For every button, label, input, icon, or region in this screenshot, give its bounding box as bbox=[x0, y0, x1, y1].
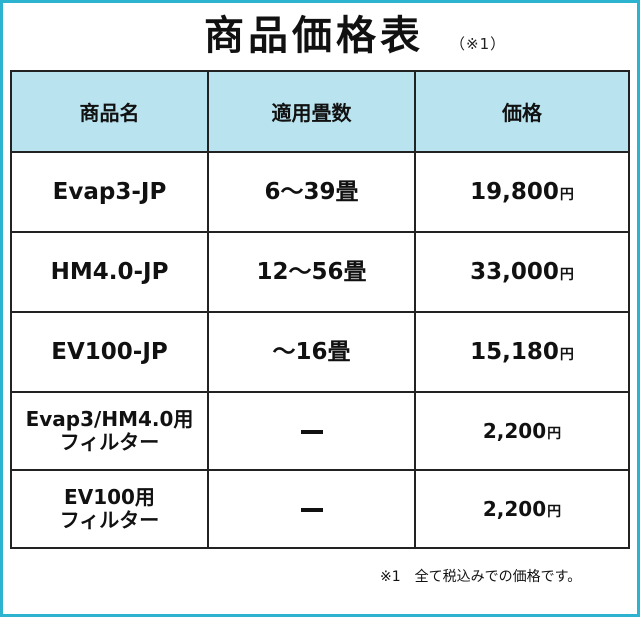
product-name: EV100-JP bbox=[10, 311, 209, 393]
table-header-row: 商品名 適用畳数 価格 bbox=[10, 70, 630, 153]
product-name-line: EV100用 bbox=[64, 485, 155, 509]
yen-unit: 円 bbox=[547, 425, 562, 442]
product-name-line: HM4.0-JP bbox=[50, 258, 169, 285]
not-applicable-dash bbox=[300, 430, 323, 434]
tatami-value bbox=[207, 469, 416, 549]
price-cell: 19,800円 bbox=[414, 151, 630, 233]
yen-unit: 円 bbox=[559, 186, 574, 203]
product-name-line: Evap3-JP bbox=[52, 178, 167, 205]
product-name-line: EV100-JP bbox=[51, 338, 168, 365]
price-table: 商品名 適用畳数 価格 Evap3-JP 6〜39畳 19,800円 HM4.0… bbox=[10, 70, 630, 549]
product-name: Evap3/HM4.0用 フィルター bbox=[10, 391, 209, 471]
footnote: ※1 全て税込みでの価格です。 bbox=[380, 569, 582, 585]
price-value: 2,200 bbox=[482, 496, 547, 521]
price-cell: 2,200円 bbox=[414, 469, 630, 549]
yen-unit: 円 bbox=[559, 266, 574, 283]
tatami-value: 12〜56畳 bbox=[207, 231, 416, 313]
header-tatami: 適用畳数 bbox=[207, 70, 416, 153]
price-value: 33,000 bbox=[470, 258, 559, 285]
header-product-name: 商品名 bbox=[10, 70, 209, 153]
price-cell: 2,200円 bbox=[414, 391, 630, 471]
tatami-value bbox=[207, 391, 416, 471]
product-name: EV100用 フィルター bbox=[10, 469, 209, 549]
yen-unit: 円 bbox=[559, 346, 574, 363]
table-row: Evap3/HM4.0用 フィルター 2,200円 bbox=[10, 391, 630, 471]
price-value: 15,180 bbox=[470, 338, 559, 365]
page-title: 商品価格表 bbox=[204, 13, 424, 59]
product-name-line: Evap3/HM4.0用 bbox=[25, 407, 194, 431]
product-name: HM4.0-JP bbox=[10, 231, 209, 313]
title-note: （※1） bbox=[450, 35, 507, 53]
table-row: HM4.0-JP 12〜56畳 33,000円 bbox=[10, 231, 630, 313]
price-value: 2,200 bbox=[482, 418, 547, 443]
tatami-value: 〜16畳 bbox=[207, 311, 416, 393]
tatami-value: 6〜39畳 bbox=[207, 151, 416, 233]
product-name-line: フィルター bbox=[59, 430, 160, 454]
not-applicable-dash bbox=[300, 508, 323, 512]
header-price: 価格 bbox=[414, 70, 630, 153]
table-row: EV100-JP 〜16畳 15,180円 bbox=[10, 311, 630, 393]
price-value: 19,800 bbox=[470, 178, 559, 205]
product-name: Evap3-JP bbox=[10, 151, 209, 233]
price-cell: 15,180円 bbox=[414, 311, 630, 393]
price-cell: 33,000円 bbox=[414, 231, 630, 313]
table-row: EV100用 フィルター 2,200円 bbox=[10, 469, 630, 549]
product-name-line: フィルター bbox=[59, 508, 160, 532]
yen-unit: 円 bbox=[547, 503, 562, 520]
table-row: Evap3-JP 6〜39畳 19,800円 bbox=[10, 151, 630, 233]
